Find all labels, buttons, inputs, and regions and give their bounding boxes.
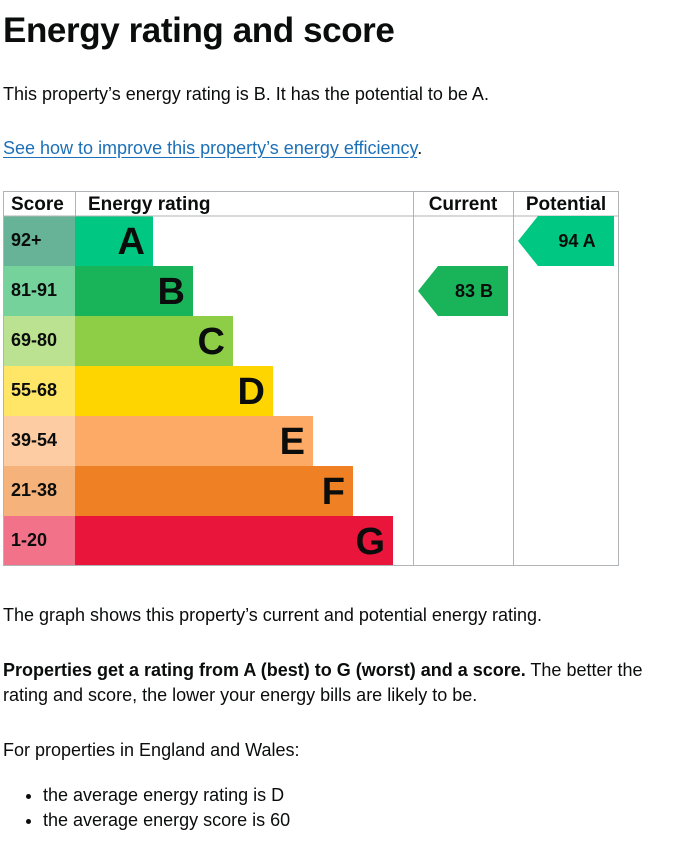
rating-summary: This property’s energy rating is B. It h… — [3, 84, 489, 104]
bar-c — [75, 316, 233, 366]
page-title: Energy rating and score — [3, 11, 395, 50]
potential-rating-arrow — [518, 216, 614, 266]
list-item: the average energy score is 60 — [43, 808, 290, 833]
score-cell-b — [3, 266, 75, 316]
score-range-c: 69-80 — [11, 330, 57, 350]
link-suffix: . — [417, 138, 423, 158]
score-cell-a — [3, 216, 75, 266]
score-cell-d — [3, 366, 75, 416]
list-item: the average energy rating is D — [43, 783, 290, 808]
energy-rating-chart: Score Energy rating Current Potential 92+ A 81… — [3, 191, 619, 566]
current-rating-label: 83 B — [455, 281, 493, 301]
graph-caption: The graph shows this property’s current … — [3, 605, 542, 625]
score-cell-c — [3, 316, 75, 366]
improve-efficiency-link[interactable]: See how to improve this property’s energ… — [3, 138, 418, 158]
score-range-g: 1-20 — [11, 530, 47, 550]
band-letter-e: E — [280, 421, 305, 463]
header-current: Current — [429, 194, 498, 215]
band-letter-d: D — [238, 371, 265, 413]
band-letter-a: A — [118, 221, 145, 263]
bar-e — [75, 416, 313, 466]
band-letter-c: C — [198, 321, 225, 363]
score-range-b: 81-91 — [11, 280, 57, 300]
potential-rating-label: 94 A — [558, 231, 595, 251]
averages-list: the average energy rating is D the avera… — [0, 783, 290, 833]
score-cell-g — [3, 516, 75, 566]
bar-b — [75, 266, 193, 316]
bar-d — [75, 366, 273, 416]
score-cell-e — [3, 416, 75, 466]
band-letter-b: B — [158, 271, 185, 313]
rating-explanation-rest: The better the rating and score, the low… — [3, 660, 643, 705]
score-cell-f — [3, 466, 75, 516]
current-rating-arrow — [418, 266, 508, 316]
score-range-f: 21-38 — [11, 480, 57, 500]
region-intro: For properties in England and Wales: — [3, 740, 300, 760]
score-range-a: 92+ — [11, 230, 42, 250]
bar-f — [75, 466, 353, 516]
header-potential: Potential — [526, 194, 606, 215]
band-letter-f: F — [322, 471, 345, 513]
band-letter-g: G — [355, 521, 385, 563]
improve-paragraph: See how to improve this property’s energ… — [3, 136, 422, 161]
bar-g — [75, 516, 393, 566]
rating-explanation: Properties get a rating from A (best) to… — [3, 658, 643, 708]
score-range-d: 55-68 — [11, 380, 57, 400]
rating-explanation-bold: Properties get a rating from A (best) to… — [3, 660, 526, 680]
header-energy-rating: Energy rating — [88, 194, 210, 215]
score-range-e: 39-54 — [11, 430, 57, 450]
bar-a — [75, 216, 153, 266]
header-score: Score — [11, 194, 64, 215]
